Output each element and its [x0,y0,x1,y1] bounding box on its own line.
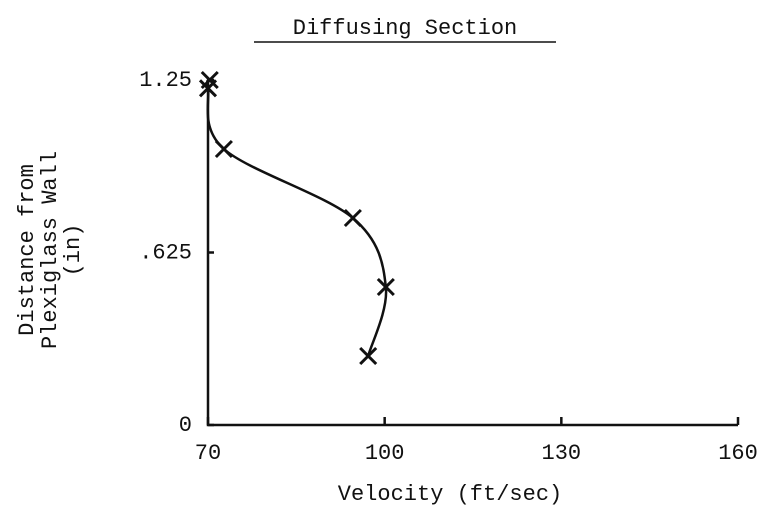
axes [206,80,738,427]
x-tick-label: 70 [195,441,221,466]
x-tick-label: 100 [365,441,405,466]
data-marker [214,139,233,159]
y-axis-label-line: Plexiglass Wall [38,151,63,349]
y-axis-label: Distance from Plexiglass Wall (in) [15,151,86,349]
y-axis-label-line: (in) [61,224,86,277]
y-tick-label: 1.25 [139,68,192,93]
data-marker [376,277,395,297]
x-tick-label: 160 [718,441,758,466]
y-tick-label: 0 [179,413,192,438]
y-axis-label-line: Distance from [15,164,40,336]
chart-title: Diffusing Section [293,16,517,41]
data-line [205,78,388,357]
x-tick-label: 130 [542,441,582,466]
data-marker [198,79,218,98]
y-tick-label: .625 [139,240,192,265]
data-marker [343,208,362,228]
data-marker [359,346,378,366]
x-axis-label: Velocity (ft/sec) [338,482,562,507]
